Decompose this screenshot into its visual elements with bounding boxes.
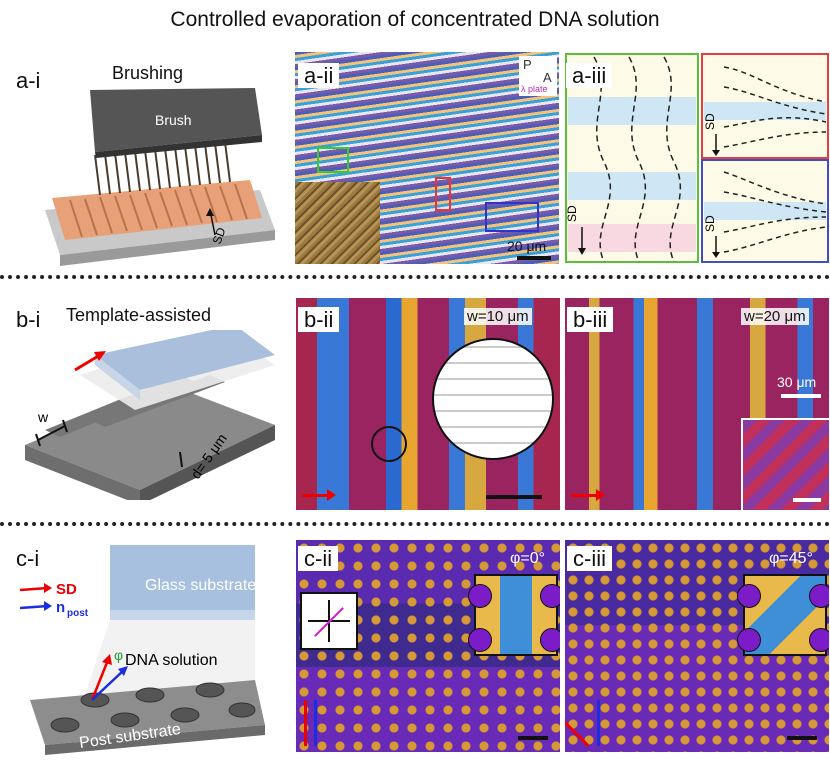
- panel-label-c-iii: c-iii: [567, 546, 612, 572]
- b-ii-direction-arrow: [302, 489, 336, 501]
- row-separator-2: [0, 522, 830, 526]
- b-iii-scale-label: 30 μm: [777, 374, 817, 390]
- green-roi: [317, 147, 349, 173]
- c-iii-micrograph: φ=45°: [565, 540, 829, 752]
- c-ii-director-inset: [468, 574, 560, 656]
- panel-label-a-ii: a-ii: [298, 63, 340, 89]
- phi-label: φ: [114, 647, 123, 663]
- npost-legend-label: n: [56, 599, 65, 616]
- red-roi: [435, 177, 451, 211]
- b-iii-width-label: w=20 μm: [741, 308, 809, 325]
- panel-label-b-ii: b-ii: [298, 307, 340, 333]
- row-separator-1: [0, 275, 830, 279]
- panel-label-b-iii: b-iii: [567, 307, 614, 333]
- a-ii-micrograph: P A λ plate 20 μm: [295, 52, 559, 264]
- brushing-heading: Brushing: [112, 63, 184, 83]
- panel-label-c-ii: c-ii: [298, 546, 339, 572]
- c-ii-npost-arrow: [314, 700, 317, 746]
- b-iii-inset-scale-bar: [793, 498, 821, 502]
- post-substrate-schematic: Glass substrate DNA solution Post substr…: [20, 545, 265, 755]
- polarizer-cross-inset: [300, 592, 358, 650]
- a-iii-sd-label-3: SD: [703, 215, 717, 232]
- panel-label-c-i: c-i: [10, 546, 46, 572]
- b-ii-micrograph: w=10 μm: [296, 298, 560, 510]
- b-iii-inset: [741, 418, 829, 510]
- brushing-schematic: Brush SD: [45, 88, 275, 266]
- template-heading: Template-assisted: [66, 305, 212, 325]
- a-ii-scale-label: 20 μm: [507, 238, 547, 254]
- sd-legend-label: SD: [56, 581, 77, 598]
- c-ii-scale-bar: [518, 736, 548, 740]
- panel-label-a-i: a-i: [10, 68, 47, 94]
- panel-label-b-i: b-i: [10, 307, 47, 333]
- b-iii-scale-bar: [781, 394, 821, 398]
- figure-title: Controlled evaporation of concentrated D…: [170, 8, 660, 31]
- polarizer-legend: P A λ plate: [519, 56, 557, 96]
- c-iii-director-inset: [737, 574, 829, 656]
- c-iii-npost-arrow: [597, 700, 600, 746]
- a-iii-sd-label-2: SD: [703, 113, 717, 130]
- a-iii-sd-label-1: SD: [565, 205, 579, 222]
- b-iii-micrograph: w=20 μm 30 μm: [565, 298, 829, 510]
- b-ii-scale-bar: [486, 495, 542, 499]
- panel-label-a-iii: a-iii: [566, 63, 613, 89]
- c-ii-micrograph: φ=0°: [296, 540, 560, 752]
- brush-label: Brush: [155, 112, 192, 128]
- blue-roi: [485, 202, 539, 232]
- c-iii-sd-arrow: [565, 712, 590, 748]
- w-label: w: [37, 409, 49, 425]
- glass-substrate-label: Glass substrate: [145, 577, 256, 594]
- c-ii-angle-label: φ=0°: [510, 550, 546, 567]
- sd-label: SD: [210, 225, 229, 246]
- zoom-circle: [371, 426, 407, 462]
- template-schematic: w d= 5 μm: [25, 330, 275, 500]
- c-iii-scale-bar: [787, 736, 817, 740]
- b-iii-direction-arrow: [571, 489, 605, 501]
- c-ii-sd-arrow: [304, 700, 307, 746]
- b-ii-width-label: w=10 μm: [464, 308, 532, 325]
- afm-inset: [295, 182, 380, 264]
- a-ii-scale-bar: [517, 256, 551, 260]
- dna-helix-inset: [432, 338, 554, 460]
- dna-solution-label: DNA solution: [125, 652, 218, 669]
- npost-legend-sub: post: [67, 608, 89, 619]
- c-iii-angle-label: φ=45°: [769, 550, 813, 567]
- a-iii-director-schematic: SD SD SD: [565, 53, 829, 263]
